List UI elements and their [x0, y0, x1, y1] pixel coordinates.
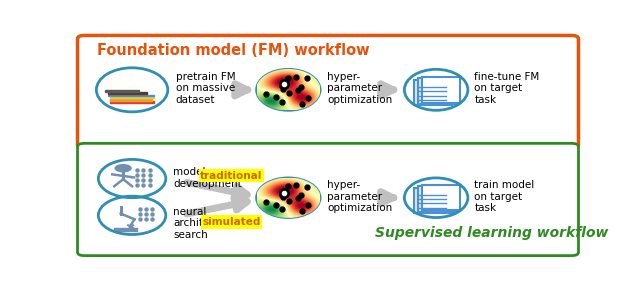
Bar	[105, 90, 140, 92]
FancyBboxPatch shape	[414, 80, 452, 105]
Text: Foundation model (FM) workflow: Foundation model (FM) workflow	[97, 43, 370, 58]
Text: Supervised learning workflow: Supervised learning workflow	[375, 226, 609, 240]
Text: model
development: model development	[173, 167, 242, 189]
Text: fine-tune FM
on target
task: fine-tune FM on target task	[474, 72, 540, 105]
Bar	[108, 94, 154, 96]
Text: pretrain FM
on massive
dataset: pretrain FM on massive dataset	[176, 72, 236, 105]
Bar	[110, 97, 154, 98]
Text: simulated: simulated	[202, 217, 260, 227]
Text: hyper-
parameter
optimization: hyper- parameter optimization	[327, 180, 392, 213]
FancyBboxPatch shape	[422, 77, 460, 103]
FancyBboxPatch shape	[414, 188, 452, 213]
FancyBboxPatch shape	[77, 143, 579, 256]
FancyBboxPatch shape	[77, 35, 579, 148]
FancyBboxPatch shape	[422, 185, 460, 210]
Circle shape	[115, 165, 131, 172]
Bar	[108, 92, 147, 94]
Bar	[110, 101, 154, 103]
Text: train model
on target
task: train model on target task	[474, 180, 534, 213]
Bar	[110, 99, 152, 101]
Text: neural
architecture
search: neural architecture search	[173, 207, 237, 240]
Text: traditional: traditional	[200, 171, 262, 181]
FancyBboxPatch shape	[419, 186, 456, 212]
FancyBboxPatch shape	[114, 228, 137, 231]
FancyBboxPatch shape	[419, 78, 456, 104]
Text: hyper-
parameter
optimization: hyper- parameter optimization	[327, 72, 392, 105]
